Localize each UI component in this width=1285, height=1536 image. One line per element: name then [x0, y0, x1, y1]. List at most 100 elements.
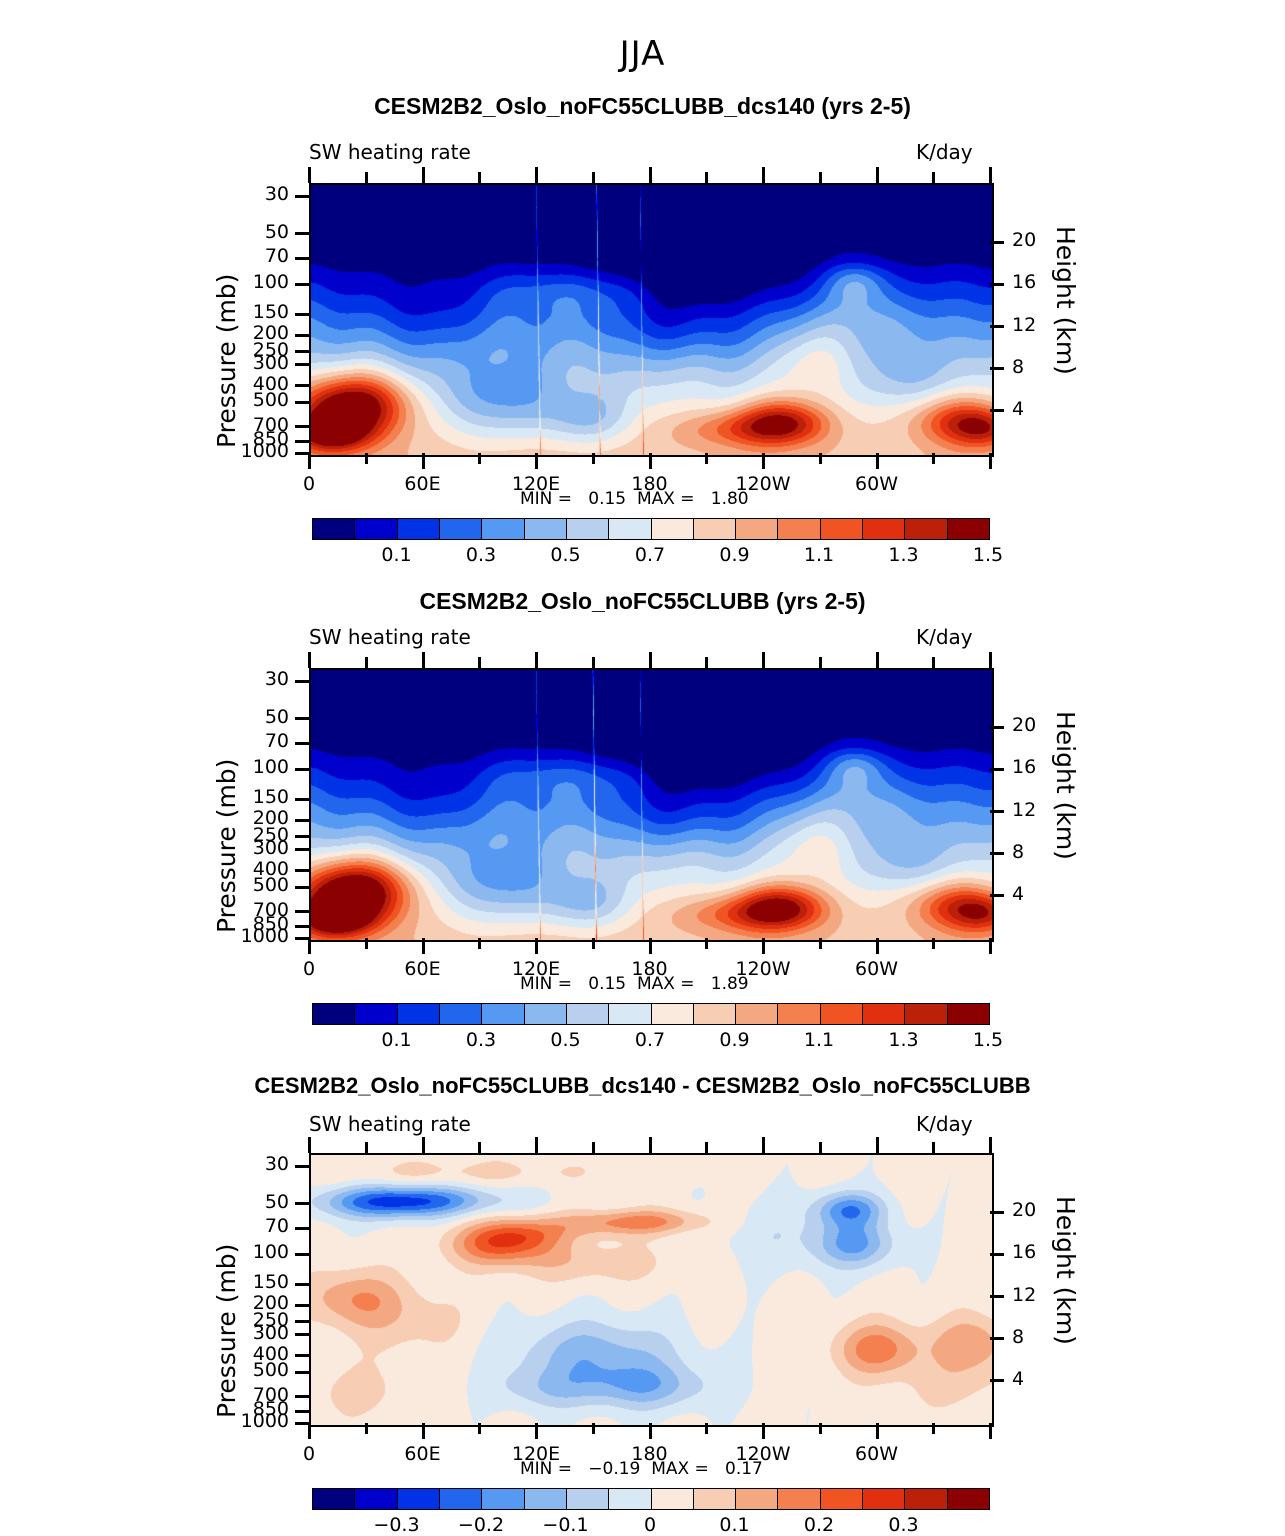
- y-tick-mark: [295, 439, 309, 443]
- colorbar-swatch: [609, 519, 652, 539]
- panel-3-min-value: −0.19: [588, 1459, 641, 1479]
- y2-tick-label: 12: [1012, 798, 1037, 821]
- x-tick-mark: [818, 1423, 822, 1434]
- y-tick-label: 150: [252, 1271, 289, 1294]
- y-tick-mark: [295, 282, 309, 286]
- x-tick-label: 60E: [404, 473, 441, 495]
- x-tick-mark: [818, 172, 822, 183]
- x-tick-mark: [818, 657, 822, 668]
- y-tick-label: 100: [252, 756, 289, 779]
- x-tick-label: 120E: [511, 473, 561, 495]
- x-tick-mark: [705, 1142, 709, 1153]
- y2-tick-label: 16: [1012, 1241, 1037, 1264]
- colorbar-swatch: [355, 519, 398, 539]
- y-tick-mark: [295, 333, 309, 337]
- colorbar-tick-label: 0.5: [550, 1029, 581, 1051]
- colorbar-swatch: [863, 519, 906, 539]
- y-tick-mark: [295, 910, 309, 914]
- panel-1-contour-canvas: [311, 185, 992, 455]
- y-tick-label: 50: [264, 705, 289, 728]
- x-tick-mark: [818, 1142, 822, 1153]
- x-tick-label: 0: [302, 1443, 316, 1465]
- x-tick-mark: [762, 167, 765, 183]
- colorbar-swatch: [482, 1489, 525, 1509]
- y-tick-label: 30: [264, 1153, 289, 1176]
- y2-tick-mark: [990, 240, 1004, 244]
- y-tick-mark: [295, 1282, 309, 1286]
- x-tick-mark: [705, 453, 709, 464]
- colorbar-swatch: [947, 1004, 989, 1024]
- x-tick-mark: [421, 938, 425, 954]
- y2-tick-label: 4: [1012, 1367, 1025, 1390]
- x-tick-mark: [705, 1423, 709, 1434]
- season-title: JJA: [619, 34, 666, 74]
- x-tick-mark: [364, 453, 368, 464]
- x-tick-mark: [421, 652, 425, 668]
- x-tick-mark: [421, 1423, 425, 1439]
- panel-3-max-label: MAX =: [651, 1459, 709, 1479]
- y2-tick-label: 8: [1012, 355, 1025, 378]
- panel-1-max-value: 1.80: [710, 489, 749, 509]
- y-tick-mark: [295, 350, 309, 354]
- colorbar-swatch: [313, 1489, 356, 1509]
- colorbar-swatch: [736, 1489, 779, 1509]
- y2-tick-mark: [990, 409, 1004, 413]
- x-tick-mark: [535, 652, 538, 668]
- colorbar-swatch: [313, 519, 356, 539]
- y-tick-mark: [295, 425, 309, 429]
- panel-1-minmax: MIN = 0.15 MAX = 1.80: [520, 489, 749, 509]
- y-tick-label: 250: [252, 1308, 289, 1331]
- panel-2-min-value: 0.15: [588, 974, 627, 994]
- y2-tick-label: 16: [1012, 271, 1037, 294]
- y-tick-mark: [295, 797, 309, 801]
- x-tick-mark: [364, 657, 368, 668]
- y-tick-label: 250: [252, 338, 289, 361]
- x-tick-mark: [932, 1423, 936, 1434]
- colorbar-swatch: [397, 1489, 440, 1509]
- colorbar-swatch: [651, 1004, 694, 1024]
- x-tick-mark: [705, 938, 709, 949]
- y2-tick-mark: [990, 810, 1004, 814]
- colorbar-swatch: [736, 519, 779, 539]
- colorbar-swatch: [905, 1489, 948, 1509]
- y-tick-label: 200: [252, 1292, 289, 1315]
- y-tick-label: 300: [252, 1321, 289, 1344]
- y-tick-mark: [295, 767, 309, 771]
- y-tick-label: 700: [252, 1383, 289, 1406]
- x-tick-mark: [591, 1142, 595, 1153]
- colorbar-tick-label: 0.1: [381, 1029, 412, 1051]
- colorbar-tick-label: 0.1: [381, 544, 412, 566]
- y-tick-mark: [295, 1202, 309, 1206]
- panel-1-min-value: 0.15: [588, 489, 627, 509]
- panel-1-variable-label: SW heating rate: [309, 140, 471, 164]
- x-tick-label: 60E: [404, 958, 441, 980]
- x-tick-mark: [932, 1142, 936, 1153]
- colorbar-tick-label: 0.3: [465, 1029, 497, 1051]
- panel-1-plot-area: [309, 183, 994, 457]
- x-tick-label: 180: [631, 958, 668, 980]
- y2-tick-mark: [990, 325, 1004, 329]
- panel-3-colorbar: [312, 1488, 990, 1510]
- colorbar-swatch: [482, 519, 525, 539]
- y2-tick-mark: [990, 282, 1004, 286]
- y2-tick-mark: [990, 725, 1004, 729]
- x-tick-mark: [308, 1423, 311, 1439]
- colorbar-swatch: [905, 519, 948, 539]
- x-tick-mark: [932, 938, 936, 949]
- colorbar-swatch: [651, 1489, 694, 1509]
- x-tick-mark: [648, 938, 652, 954]
- panel-3-title: CESM2B2_Oslo_noFC55CLUBB_dcs140 - CESM2B…: [254, 1073, 1031, 1098]
- x-tick-mark: [478, 1142, 482, 1153]
- colorbar-tick-label: 1.1: [803, 544, 835, 566]
- y2-tick-label: 20: [1012, 229, 1037, 252]
- y-tick-mark: [295, 400, 309, 404]
- x-tick-label: 0: [302, 958, 316, 980]
- panel-2-max-label: MAX =: [636, 974, 695, 994]
- x-tick-label: 120E: [511, 958, 561, 980]
- x-tick-mark: [648, 652, 652, 668]
- y-tick-mark: [295, 363, 309, 367]
- colorbar-swatch: [355, 1489, 398, 1509]
- x-tick-label: 60W: [855, 1443, 898, 1465]
- y2-tick-label: 20: [1012, 714, 1037, 737]
- y-tick-mark: [295, 1252, 309, 1256]
